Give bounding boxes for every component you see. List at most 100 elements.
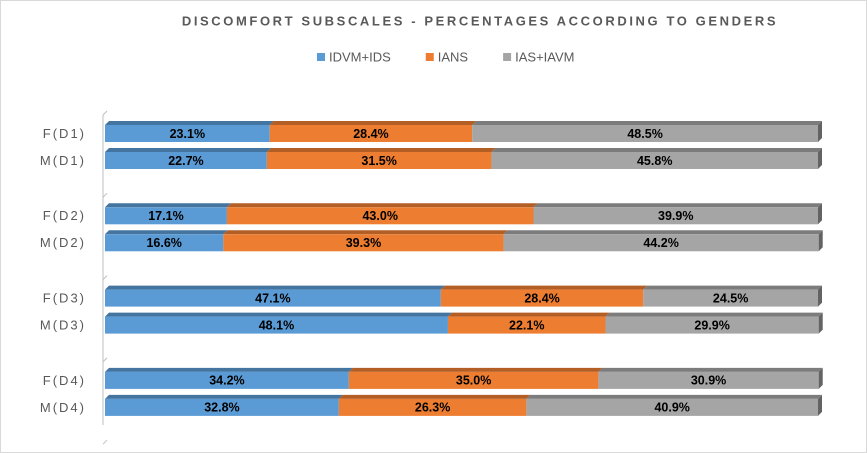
bar-segment: [503, 234, 819, 252]
bar-segment: [105, 316, 448, 334]
bar-top: [447, 312, 610, 317]
bar-segment: [348, 371, 599, 389]
bar-top: [266, 148, 496, 152]
bar-side: [818, 367, 823, 389]
data-label: 45.8%: [637, 154, 672, 168]
legend-swatch: [317, 53, 325, 61]
bar-segment: [105, 207, 227, 225]
legend-label: IANS: [438, 49, 469, 64]
data-label: 28.4%: [353, 127, 388, 141]
data-label: 32.8%: [204, 401, 239, 415]
bar-segment: [440, 289, 644, 307]
bar-top: [440, 285, 648, 290]
bar-side: [818, 121, 822, 142]
data-label: 23.1%: [170, 127, 205, 141]
data-label: 48.1%: [259, 318, 294, 332]
bar-side: [818, 203, 822, 225]
bar-segment: [226, 207, 534, 225]
bar-segment: [105, 289, 441, 307]
bar-top: [105, 394, 343, 399]
data-label: 29.9%: [694, 318, 729, 332]
y-tick-label: M(D1): [40, 153, 86, 168]
bar-segment: [105, 234, 224, 252]
y-tick-label: F(D1): [43, 126, 86, 141]
bar-top: [105, 285, 445, 290]
legend-label: IAS+IAVM: [515, 49, 574, 64]
bar-segment: [223, 234, 504, 252]
data-label: 28.4%: [524, 291, 559, 305]
bar-segment: [266, 152, 492, 169]
bar-top: [338, 394, 531, 399]
data-label: 24.5%: [713, 291, 748, 305]
data-label: 43.0%: [362, 209, 397, 223]
bar-side: [818, 312, 823, 334]
data-label: 22.7%: [168, 154, 203, 168]
data-label: 47.1%: [255, 291, 290, 305]
data-label: 39.3%: [346, 236, 381, 250]
bar-top: [533, 203, 822, 208]
bar-top: [223, 230, 508, 235]
data-label: 34.2%: [209, 374, 244, 388]
bar-top: [526, 394, 822, 399]
bar-top: [503, 230, 823, 235]
bar-segment: [526, 398, 818, 416]
bar-top: [348, 367, 603, 372]
data-label: 40.9%: [654, 401, 689, 415]
axis-tick: [102, 192, 108, 198]
bar-segment: [605, 316, 819, 334]
y-tick-label: M(D2): [40, 235, 86, 250]
bar-top: [105, 367, 353, 372]
bar-top: [472, 121, 822, 125]
data-label: 16.6%: [146, 236, 181, 250]
bar-top: [105, 203, 231, 208]
bar-segment: [269, 125, 473, 142]
bar-segment: [472, 125, 818, 142]
bar-top: [269, 121, 477, 125]
legend-label: IDVM+IDS: [329, 49, 391, 64]
bar-segment: [338, 398, 527, 416]
data-label: 17.1%: [148, 209, 183, 223]
bar-side: [818, 148, 822, 169]
bar-segment: [105, 125, 270, 142]
legend-swatch: [425, 53, 434, 61]
data-label: 30.9%: [691, 374, 726, 388]
bar-side: [818, 230, 823, 252]
axis-tick: [102, 275, 108, 280]
y-tick-label: F(D3): [43, 291, 86, 306]
bar-segment: [491, 152, 818, 169]
bar-segment: [598, 371, 819, 389]
bar-top: [643, 285, 822, 290]
chart-title: DISCOMFORT SUBSCALES - PERCENTAGES ACCOR…: [182, 13, 778, 28]
bar-top: [105, 312, 452, 317]
bar-segment: [447, 316, 606, 334]
axis-tick: [102, 357, 108, 363]
legend-swatch: [503, 53, 512, 61]
data-label: 39.9%: [658, 209, 693, 223]
data-label: 48.5%: [627, 127, 662, 141]
data-label: 22.1%: [509, 318, 544, 332]
bar-top: [105, 230, 228, 235]
bar-top: [598, 367, 823, 372]
y-tick-label: M(D3): [40, 318, 86, 333]
y-tick-label: F(D2): [43, 208, 86, 223]
data-label: 26.3%: [415, 401, 450, 415]
bar-top: [105, 148, 271, 152]
bar-segment: [105, 398, 339, 416]
bar-top: [105, 121, 274, 125]
bar-segment: [533, 207, 818, 225]
bar-top: [226, 203, 538, 208]
bar-side: [818, 285, 822, 307]
y-tick-label: M(D4): [40, 400, 86, 415]
bar-segment: [105, 371, 349, 389]
bar-top: [491, 148, 822, 152]
y-tick-label: F(D4): [43, 373, 86, 388]
data-label: 44.2%: [643, 236, 678, 250]
data-label: 35.0%: [456, 374, 491, 388]
axis-tick: [102, 439, 108, 445]
bar-segment: [105, 152, 267, 169]
bar-side: [818, 394, 822, 416]
data-label: 31.5%: [361, 154, 396, 168]
bar-top: [605, 312, 823, 317]
axis-tick: [102, 110, 108, 116]
